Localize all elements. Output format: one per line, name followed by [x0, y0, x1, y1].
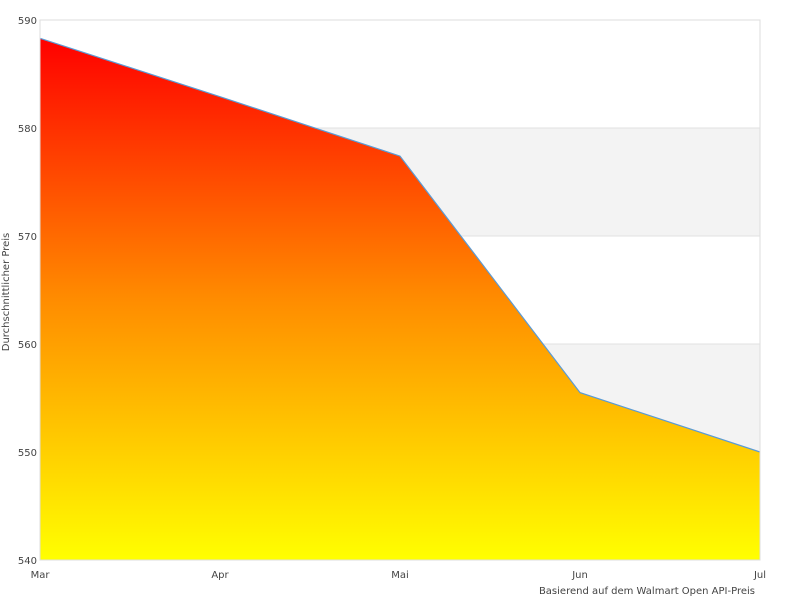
y-axis-ticks: 540 550 560 570 580 590: [18, 16, 37, 567]
x-tick-label: Mar: [31, 570, 51, 581]
x-tick-label: Mai: [391, 570, 409, 581]
y-tick-label: 580: [18, 124, 37, 135]
y-tick-label: 550: [18, 448, 37, 459]
series-line: [39, 37, 761, 453]
y-tick-label: 540: [18, 556, 37, 567]
y-tick-label: 560: [18, 340, 37, 351]
x-tick-label: Jun: [571, 570, 588, 581]
y-axis-label: Durchschnittlicher Preis: [1, 233, 12, 352]
plot-border: [39, 19, 761, 561]
x-axis-label: Basierend auf dem Walmart Open API-Preis: [539, 586, 755, 597]
y-tick-label: 570: [18, 232, 37, 243]
x-axis-ticks: Mar Apr Mai Jun Jul: [31, 570, 766, 581]
x-tick-label: Apr: [211, 570, 229, 581]
y-tick-label: 590: [18, 16, 37, 27]
x-tick-label: Jul: [753, 570, 766, 581]
area-fill: [40, 38, 760, 561]
